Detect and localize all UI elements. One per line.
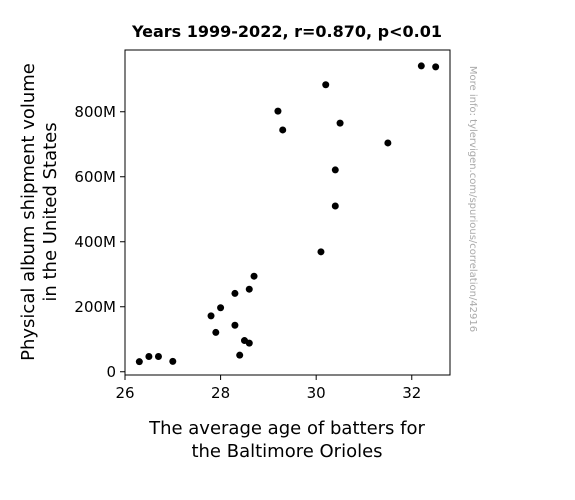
x-tick-label: 30 bbox=[307, 384, 326, 402]
y-axis-ticks: 0 200M 400M 600M 800M bbox=[74, 103, 125, 381]
data-point bbox=[274, 107, 282, 115]
data-point bbox=[245, 339, 253, 347]
data-point bbox=[135, 358, 143, 366]
data-point bbox=[279, 126, 287, 134]
data-point bbox=[154, 352, 162, 360]
x-axis-label-line-2: the Baltimore Orioles bbox=[191, 441, 382, 462]
data-point bbox=[250, 272, 258, 280]
data-point bbox=[207, 312, 215, 320]
data-point bbox=[417, 62, 425, 70]
data-point bbox=[212, 328, 220, 336]
data-points bbox=[135, 62, 440, 366]
data-point bbox=[217, 304, 225, 312]
y-tick-label: 800M bbox=[74, 103, 116, 121]
y-tick-label: 200M bbox=[74, 298, 116, 316]
data-point bbox=[322, 81, 330, 89]
y-axis-label-line-1: Physical album shipment volume bbox=[18, 63, 39, 361]
data-point bbox=[384, 139, 392, 147]
data-point bbox=[336, 119, 344, 127]
plot-area bbox=[124, 49, 451, 376]
x-tick-label: 28 bbox=[211, 384, 230, 402]
data-point bbox=[169, 357, 177, 365]
data-point bbox=[145, 352, 153, 360]
y-tick-label: 0 bbox=[106, 363, 116, 381]
x-axis-label-line-1: The average age of batters for bbox=[148, 418, 425, 439]
data-point bbox=[432, 63, 440, 71]
chart-title: Years 1999-2022, r=0.870, p<0.01 bbox=[131, 22, 442, 41]
data-point bbox=[231, 289, 239, 297]
y-axis-label-line-2: in the United States bbox=[40, 122, 61, 301]
data-point bbox=[331, 166, 339, 174]
data-point bbox=[245, 285, 253, 293]
x-tick-label: 26 bbox=[115, 384, 134, 402]
y-tick-label: 600M bbox=[74, 168, 116, 186]
x-axis-ticks: 26 28 30 32 bbox=[115, 375, 421, 402]
data-point bbox=[331, 202, 339, 210]
y-tick-label: 400M bbox=[74, 233, 116, 251]
data-point bbox=[236, 351, 244, 359]
data-point bbox=[231, 321, 239, 329]
source-watermark: More info: tylervigen.com/spurious/corre… bbox=[467, 66, 478, 332]
x-tick-label: 32 bbox=[402, 384, 421, 402]
data-point bbox=[317, 248, 325, 256]
